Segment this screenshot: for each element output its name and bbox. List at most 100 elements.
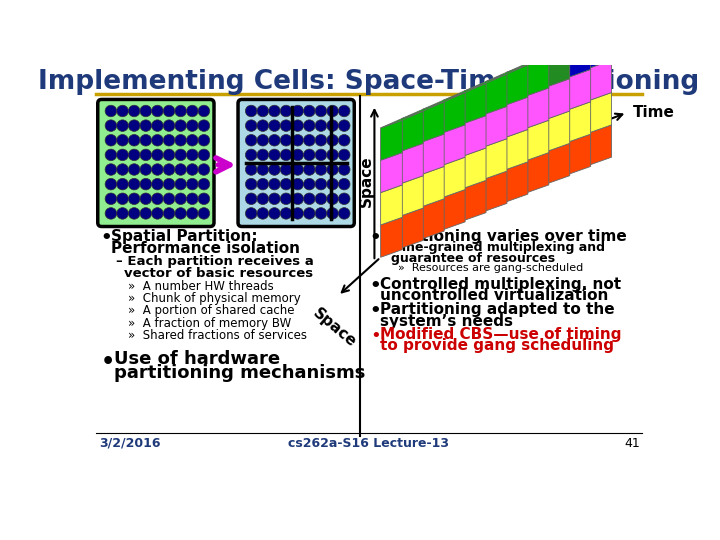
- Circle shape: [152, 105, 163, 117]
- Circle shape: [105, 120, 117, 131]
- Circle shape: [269, 208, 280, 219]
- Circle shape: [304, 134, 315, 146]
- Circle shape: [117, 120, 128, 131]
- Circle shape: [315, 120, 327, 131]
- Text: •: •: [370, 302, 382, 320]
- Circle shape: [338, 149, 350, 161]
- Circle shape: [175, 120, 186, 131]
- Circle shape: [152, 208, 163, 219]
- Circle shape: [315, 134, 327, 146]
- Circle shape: [257, 149, 269, 161]
- Circle shape: [152, 149, 163, 161]
- Polygon shape: [569, 102, 590, 142]
- Circle shape: [327, 120, 338, 131]
- Circle shape: [186, 149, 198, 161]
- Text: uncontrolled virtualization: uncontrolled virtualization: [380, 288, 608, 303]
- Circle shape: [152, 193, 163, 205]
- Circle shape: [246, 208, 257, 219]
- Circle shape: [292, 178, 304, 190]
- Circle shape: [186, 134, 198, 146]
- Circle shape: [269, 105, 280, 117]
- Text: 3/2/2016: 3/2/2016: [99, 437, 161, 450]
- Circle shape: [257, 193, 269, 205]
- Circle shape: [246, 149, 257, 161]
- Circle shape: [315, 105, 327, 117]
- Text: 41: 41: [624, 437, 640, 450]
- Circle shape: [152, 120, 163, 131]
- Circle shape: [117, 164, 128, 176]
- Circle shape: [117, 105, 128, 117]
- Circle shape: [304, 208, 315, 219]
- Text: •: •: [370, 327, 381, 345]
- Text: •: •: [101, 229, 112, 247]
- Circle shape: [338, 134, 350, 146]
- Circle shape: [292, 105, 304, 117]
- Polygon shape: [423, 134, 444, 174]
- Polygon shape: [590, 92, 611, 132]
- Circle shape: [117, 134, 128, 146]
- Circle shape: [175, 178, 186, 190]
- Circle shape: [186, 120, 198, 131]
- FancyBboxPatch shape: [238, 99, 354, 226]
- Circle shape: [140, 149, 152, 161]
- Circle shape: [186, 105, 198, 117]
- Text: cs262a-S16 Lecture-13: cs262a-S16 Lecture-13: [289, 437, 449, 450]
- Circle shape: [315, 149, 327, 161]
- Polygon shape: [464, 116, 486, 156]
- Circle shape: [117, 178, 128, 190]
- Circle shape: [304, 178, 315, 190]
- Polygon shape: [402, 208, 423, 248]
- Circle shape: [304, 120, 315, 131]
- Circle shape: [280, 149, 292, 161]
- Text: Space: Space: [359, 156, 374, 207]
- Circle shape: [246, 105, 257, 117]
- Circle shape: [175, 134, 186, 146]
- Circle shape: [292, 149, 304, 161]
- Circle shape: [175, 164, 186, 176]
- Text: »  Resources are gang-scheduled: » Resources are gang-scheduled: [398, 262, 584, 273]
- Circle shape: [117, 193, 128, 205]
- Polygon shape: [590, 125, 611, 165]
- Circle shape: [304, 164, 315, 176]
- Polygon shape: [444, 157, 465, 197]
- Polygon shape: [527, 56, 549, 96]
- Polygon shape: [548, 37, 590, 54]
- Circle shape: [140, 193, 152, 205]
- Polygon shape: [506, 130, 528, 170]
- Circle shape: [327, 164, 338, 176]
- Circle shape: [280, 134, 292, 146]
- Polygon shape: [527, 88, 549, 128]
- Circle shape: [152, 164, 163, 176]
- Text: Implementing Cells: Space-Time Partitioning: Implementing Cells: Space-Time Partition…: [38, 69, 700, 94]
- Circle shape: [128, 178, 140, 190]
- Circle shape: [105, 193, 117, 205]
- Circle shape: [140, 105, 152, 117]
- Circle shape: [280, 105, 292, 117]
- Text: »  Chunk of physical memory: » Chunk of physical memory: [128, 292, 301, 305]
- Circle shape: [280, 208, 292, 219]
- Polygon shape: [485, 106, 507, 146]
- Circle shape: [269, 164, 280, 176]
- Circle shape: [269, 193, 280, 205]
- Circle shape: [105, 149, 117, 161]
- Circle shape: [105, 105, 117, 117]
- Polygon shape: [506, 97, 528, 137]
- Polygon shape: [548, 79, 570, 119]
- Circle shape: [140, 120, 152, 131]
- Polygon shape: [402, 102, 444, 119]
- Polygon shape: [464, 148, 486, 188]
- Circle shape: [327, 149, 338, 161]
- Circle shape: [163, 105, 175, 117]
- Circle shape: [105, 178, 117, 190]
- Polygon shape: [381, 153, 402, 193]
- Polygon shape: [464, 74, 507, 91]
- Polygon shape: [569, 37, 590, 77]
- Circle shape: [105, 164, 117, 176]
- Circle shape: [292, 193, 304, 205]
- Circle shape: [163, 134, 175, 146]
- Circle shape: [152, 178, 163, 190]
- Polygon shape: [527, 46, 570, 63]
- Circle shape: [105, 208, 117, 219]
- Circle shape: [246, 178, 257, 190]
- Circle shape: [304, 193, 315, 205]
